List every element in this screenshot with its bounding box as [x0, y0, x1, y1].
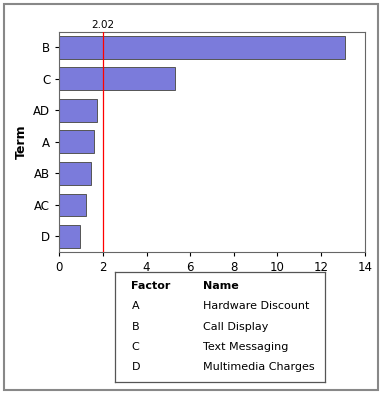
Y-axis label: Term: Term — [15, 125, 28, 159]
Text: B: B — [131, 322, 139, 331]
Bar — [59, 193, 86, 216]
Text: A: A — [131, 301, 139, 311]
Bar — [59, 99, 97, 122]
Text: Hardware Discount: Hardware Discount — [203, 301, 309, 311]
Text: Name: Name — [203, 281, 239, 291]
Bar — [59, 162, 91, 185]
Bar — [59, 36, 345, 59]
Bar — [59, 67, 175, 90]
Bar — [59, 130, 94, 153]
Text: Call Display: Call Display — [203, 322, 268, 331]
Text: Multimedia Charges: Multimedia Charges — [203, 362, 314, 372]
Bar — [59, 225, 79, 248]
Text: Text Messaging: Text Messaging — [203, 342, 288, 352]
X-axis label: Standardized Effect: Standardized Effect — [142, 280, 282, 293]
Text: 2.02: 2.02 — [92, 20, 115, 30]
Text: C: C — [131, 342, 139, 352]
Text: D: D — [131, 362, 140, 372]
Text: Factor: Factor — [131, 281, 171, 291]
